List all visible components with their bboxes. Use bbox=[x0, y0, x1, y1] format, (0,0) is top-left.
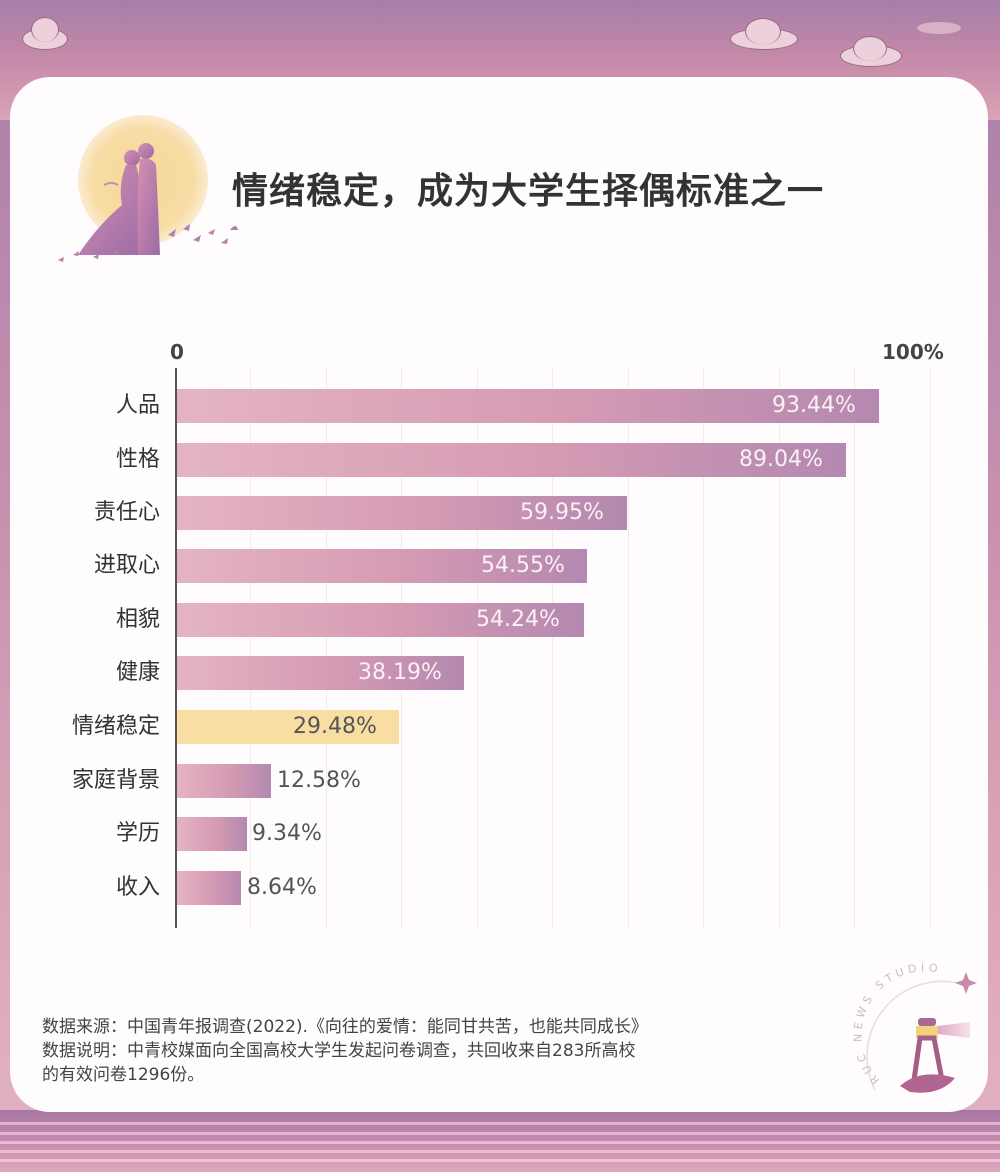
category-label: 家庭背景 bbox=[71, 768, 160, 793]
bar-row: 相貌 54.24% bbox=[0, 603, 1000, 643]
value-label: 29.48% bbox=[293, 714, 377, 739]
category-label: 进取心 bbox=[93, 553, 160, 578]
data-description-continued: 的有效问卷1296份。 bbox=[42, 1065, 205, 1085]
bar-row: 收入 8.64% bbox=[0, 871, 1000, 911]
content-card bbox=[10, 77, 988, 1112]
cloud-icon bbox=[730, 18, 798, 50]
value-label: 54.55% bbox=[481, 553, 565, 578]
bar bbox=[177, 603, 584, 637]
gridline bbox=[401, 368, 402, 928]
bar bbox=[177, 389, 879, 423]
data-source: 数据来源：中国青年报调查(2022).《向往的爱情：能同甘共苦，也能共同成长》 bbox=[42, 1017, 648, 1037]
value-label: 8.64% bbox=[247, 875, 317, 900]
gridline bbox=[930, 368, 931, 928]
bar-row: 进取心 54.55% bbox=[0, 549, 1000, 589]
value-label: 9.34% bbox=[252, 821, 322, 846]
bar-row: 人品 93.44% bbox=[0, 389, 1000, 429]
gridline bbox=[552, 368, 553, 928]
category-label: 健康 bbox=[115, 660, 160, 685]
bar-row: 健康 38.19% bbox=[0, 656, 1000, 696]
cloud-icon bbox=[840, 36, 902, 67]
category-label: 收入 bbox=[115, 875, 160, 900]
bar bbox=[177, 764, 271, 798]
cloud-icon bbox=[22, 17, 68, 50]
gridline bbox=[779, 368, 780, 928]
axis-min-label: 0 bbox=[170, 340, 184, 364]
category-label: 人品 bbox=[115, 393, 160, 418]
bar bbox=[177, 443, 846, 477]
gridline bbox=[628, 368, 629, 928]
chart-title: 情绪稳定，成为大学生择偶标准之一 bbox=[232, 171, 825, 212]
bar bbox=[177, 817, 247, 851]
category-label: 情绪稳定 bbox=[71, 714, 160, 739]
value-label: 59.95% bbox=[520, 500, 604, 525]
value-label: 93.44% bbox=[772, 393, 856, 418]
value-label: 54.24% bbox=[476, 607, 560, 632]
axis-max-label: 100% bbox=[882, 340, 944, 364]
gridline bbox=[703, 368, 704, 928]
bar bbox=[177, 549, 587, 583]
y-axis-line bbox=[175, 368, 177, 928]
gridline bbox=[326, 368, 327, 928]
bar bbox=[177, 656, 464, 690]
bar-row-highlight: 情绪稳定 29.48% bbox=[0, 710, 1000, 750]
value-label: 38.19% bbox=[358, 660, 442, 685]
bar-row: 学历 9.34% bbox=[0, 817, 1000, 857]
bar bbox=[177, 871, 241, 905]
value-label: 12.58% bbox=[277, 768, 361, 793]
gridline bbox=[250, 368, 251, 928]
gridline bbox=[854, 368, 855, 928]
bar-row: 性格 89.04% bbox=[0, 443, 1000, 483]
bar bbox=[177, 496, 627, 530]
data-description: 数据说明：中青校媒面向全国高校大学生发起问卷调查，共回收来自283所高校 bbox=[42, 1041, 636, 1061]
bar-row: 家庭背景 12.58% bbox=[0, 764, 1000, 804]
bar-row: 责任心 59.95% bbox=[0, 496, 1000, 536]
category-label: 学历 bbox=[115, 821, 160, 846]
category-label: 相貌 bbox=[115, 607, 160, 632]
source-notes: 数据来源：中国青年报调查(2022).《向往的爱情：能同甘共苦，也能共同成长》 … bbox=[42, 1015, 648, 1087]
bottom-frame-background bbox=[0, 1110, 1000, 1172]
cloud-icon bbox=[917, 22, 961, 34]
highlight-bar bbox=[177, 710, 399, 744]
category-label: 性格 bbox=[115, 447, 160, 472]
category-label: 责任心 bbox=[93, 500, 160, 525]
gridline bbox=[477, 368, 478, 928]
lighthouse-icon: RUC NEWS STUDIO bbox=[851, 961, 977, 1093]
couple-icon bbox=[58, 143, 238, 262]
value-label: 89.04% bbox=[739, 447, 823, 472]
couple-silhouette-illustration bbox=[38, 105, 248, 275]
ruc-news-studio-logo: RUC NEWS STUDIO bbox=[850, 960, 990, 1110]
